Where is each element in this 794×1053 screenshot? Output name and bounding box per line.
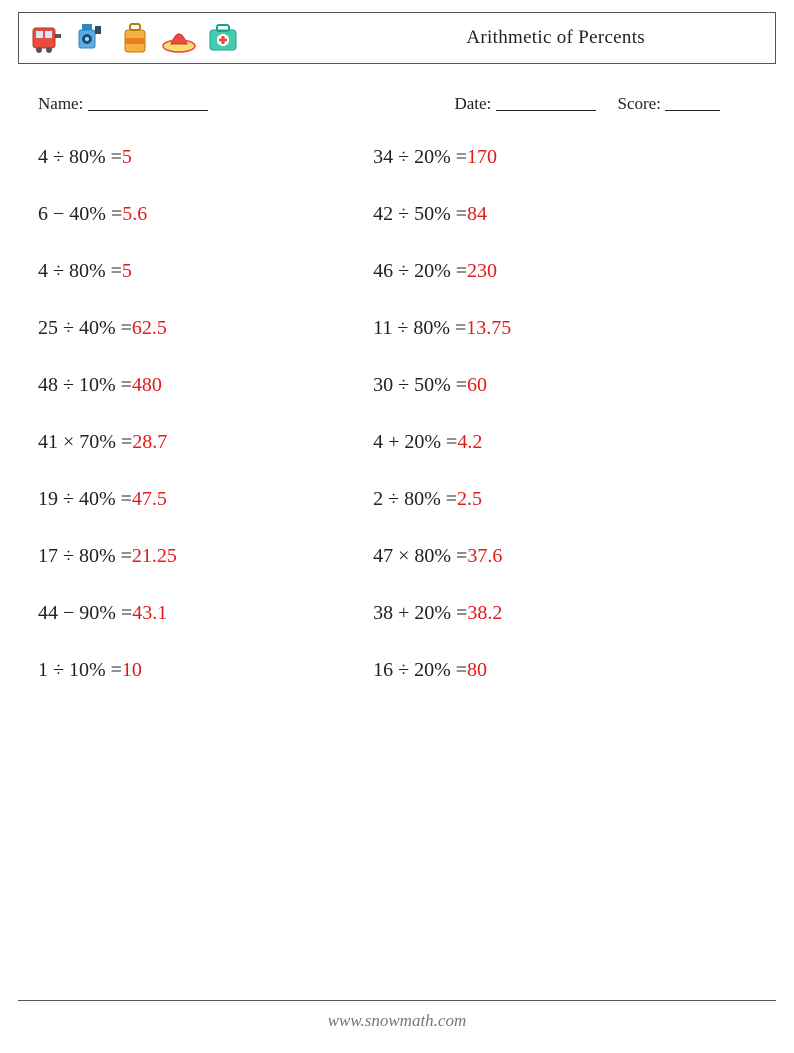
problem-answer: 2.5: [457, 488, 482, 511]
problem-row: 46 ÷ 20% = 230: [373, 260, 756, 283]
footer-text: www.snowmath.com: [0, 1011, 794, 1031]
score-blank: [665, 94, 720, 111]
tram-icon: [29, 20, 65, 56]
problem-answer: 4.2: [457, 431, 482, 454]
problem-answer: 13.75: [466, 317, 511, 340]
camera-icon: [73, 20, 109, 56]
problem-expression: 46 ÷ 20% =: [373, 260, 467, 283]
problem-row: 38 + 20% = 38.2: [373, 602, 756, 625]
problem-answer: 80: [467, 659, 487, 682]
problem-expression: 6 − 40% =: [38, 203, 122, 226]
problem-expression: 44 − 90% =: [38, 602, 132, 625]
worksheet-page: Arithmetic of Percents Name: Date: Score…: [0, 0, 794, 682]
problem-answer: 10: [122, 659, 142, 682]
date-field: Date:: [454, 92, 595, 114]
problem-answer: 38.2: [467, 602, 502, 625]
problem-row: 48 ÷ 10% = 480: [38, 374, 361, 397]
problem-row: 1 ÷ 10% = 10: [38, 659, 361, 682]
header-icons: [29, 20, 241, 56]
score-field: Score:: [618, 92, 721, 114]
problem-row: 41 × 70% = 28.7: [38, 431, 361, 454]
problem-row: 19 ÷ 40% = 47.5: [38, 488, 361, 511]
score-label: Score:: [618, 94, 661, 113]
problem-answer: 37.6: [467, 545, 502, 568]
problem-expression: 4 + 20% =: [373, 431, 457, 454]
problem-expression: 2 ÷ 80% =: [373, 488, 457, 511]
name-field: Name:: [38, 92, 454, 114]
problem-expression: 42 ÷ 50% =: [373, 203, 467, 226]
problem-row: 6 − 40% = 5.6: [38, 203, 361, 226]
problem-answer: 84: [467, 203, 487, 226]
problem-answer: 62.5: [132, 317, 167, 340]
problem-row: 11 ÷ 80% = 13.75: [373, 317, 756, 340]
problem-expression: 4 ÷ 80% =: [38, 260, 122, 283]
problem-expression: 47 × 80% =: [373, 545, 467, 568]
problem-answer: 5: [122, 146, 132, 169]
problems-column-right: 34 ÷ 20% = 170 42 ÷ 50% = 84 46 ÷ 20% = 23…: [361, 146, 756, 682]
name-blank: [88, 94, 208, 111]
problems-column-left: 4 ÷ 80% = 5 6 − 40% = 5.6 4 ÷ 80% = 5 25 ÷ …: [38, 146, 361, 682]
problem-expression: 16 ÷ 20% =: [373, 659, 467, 682]
problem-expression: 11 ÷ 80% =: [373, 317, 466, 340]
problem-row: 44 − 90% = 43.1: [38, 602, 361, 625]
problem-row: 16 ÷ 20% = 80: [373, 659, 756, 682]
problem-answer: 60: [467, 374, 487, 397]
problem-row: 4 + 20% = 4.2: [373, 431, 756, 454]
problem-answer: 28.7: [132, 431, 167, 454]
problem-answer: 47.5: [132, 488, 167, 511]
worksheet-title: Arithmetic of Percents: [466, 27, 645, 49]
problem-row: 17 ÷ 80% = 21.25: [38, 545, 361, 568]
problem-expression: 4 ÷ 80% =: [38, 146, 122, 169]
problem-row: 47 × 80% = 37.6: [373, 545, 756, 568]
problem-expression: 30 ÷ 50% =: [373, 374, 467, 397]
problem-row: 4 ÷ 80% = 5: [38, 146, 361, 169]
problem-expression: 41 × 70% =: [38, 431, 132, 454]
problem-answer: 21.25: [132, 545, 177, 568]
problem-row: 4 ÷ 80% = 5: [38, 260, 361, 283]
problem-expression: 17 ÷ 80% =: [38, 545, 132, 568]
problem-row: 2 ÷ 80% = 2.5: [373, 488, 756, 511]
header-box: Arithmetic of Percents: [18, 12, 776, 64]
problem-answer: 5: [122, 260, 132, 283]
date-blank: [496, 94, 596, 111]
problem-expression: 48 ÷ 10% =: [38, 374, 132, 397]
problem-answer: 5.6: [122, 203, 147, 226]
problem-row: 34 ÷ 20% = 170: [373, 146, 756, 169]
suitcase-icon: [117, 20, 153, 56]
problem-expression: 34 ÷ 20% =: [373, 146, 467, 169]
problem-answer: 480: [132, 374, 162, 397]
problem-expression: 25 ÷ 40% =: [38, 317, 132, 340]
problem-row: 42 ÷ 50% = 84: [373, 203, 756, 226]
date-label: Date:: [454, 94, 491, 113]
problem-expression: 19 ÷ 40% =: [38, 488, 132, 511]
firstaid-icon: [205, 20, 241, 56]
footer-rule: [18, 1000, 776, 1001]
problem-answer: 170: [467, 146, 497, 169]
problem-expression: 38 + 20% =: [373, 602, 467, 625]
problem-answer: 43.1: [132, 602, 167, 625]
problem-row: 30 ÷ 50% = 60: [373, 374, 756, 397]
problem-answer: 230: [467, 260, 497, 283]
problems-grid: 4 ÷ 80% = 5 6 − 40% = 5.6 4 ÷ 80% = 5 25 ÷ …: [18, 146, 776, 682]
meta-row: Name: Date: Score:: [18, 92, 776, 114]
problem-row: 25 ÷ 40% = 62.5: [38, 317, 361, 340]
name-label: Name:: [38, 94, 83, 113]
problem-expression: 1 ÷ 10% =: [38, 659, 122, 682]
sombrero-icon: [161, 20, 197, 56]
